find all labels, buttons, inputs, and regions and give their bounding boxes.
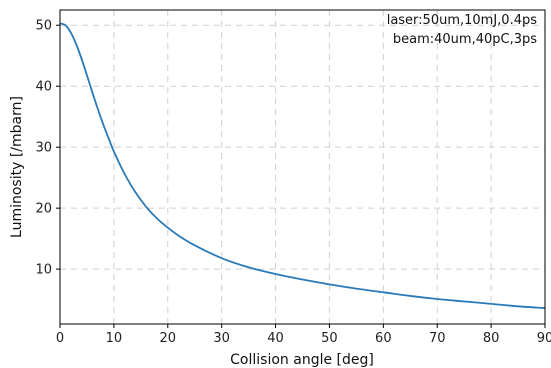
x-axis-label: Collision angle [deg] (230, 352, 374, 368)
x-tick-label: 60 (375, 331, 392, 346)
luminosity-series-line (59, 22, 546, 310)
x-tick-label: 90 (537, 331, 551, 346)
y-axis-label: Luminosity [/mbarn] (9, 96, 25, 238)
y-tick-label: 20 (35, 202, 52, 217)
grid-lines (60, 10, 545, 324)
x-tick-label: 20 (160, 331, 177, 346)
annotation-laser: laser:50um,10mJ,0.4ps (387, 13, 538, 28)
y-tick-label: 40 (35, 80, 52, 95)
x-tick-label: 40 (267, 331, 284, 346)
plot-frame (59, 9, 546, 325)
axis-ticks: 0 10 20 30 40 50 60 70 80 90 10 20 30 40 50 (35, 19, 551, 346)
x-tick-label: 70 (429, 331, 446, 346)
x-tick-label: 30 (213, 331, 230, 346)
annotation-beam: beam:40um,40pC,3ps (393, 32, 537, 47)
x-tick-label: 0 (56, 331, 64, 346)
y-tick-label: 50 (35, 19, 52, 34)
x-tick-label: 50 (321, 331, 338, 346)
x-tick-label: 80 (483, 331, 500, 346)
y-tick-label: 10 (35, 263, 52, 278)
y-tick-label: 30 (35, 141, 52, 156)
x-tick-label: 10 (106, 331, 123, 346)
